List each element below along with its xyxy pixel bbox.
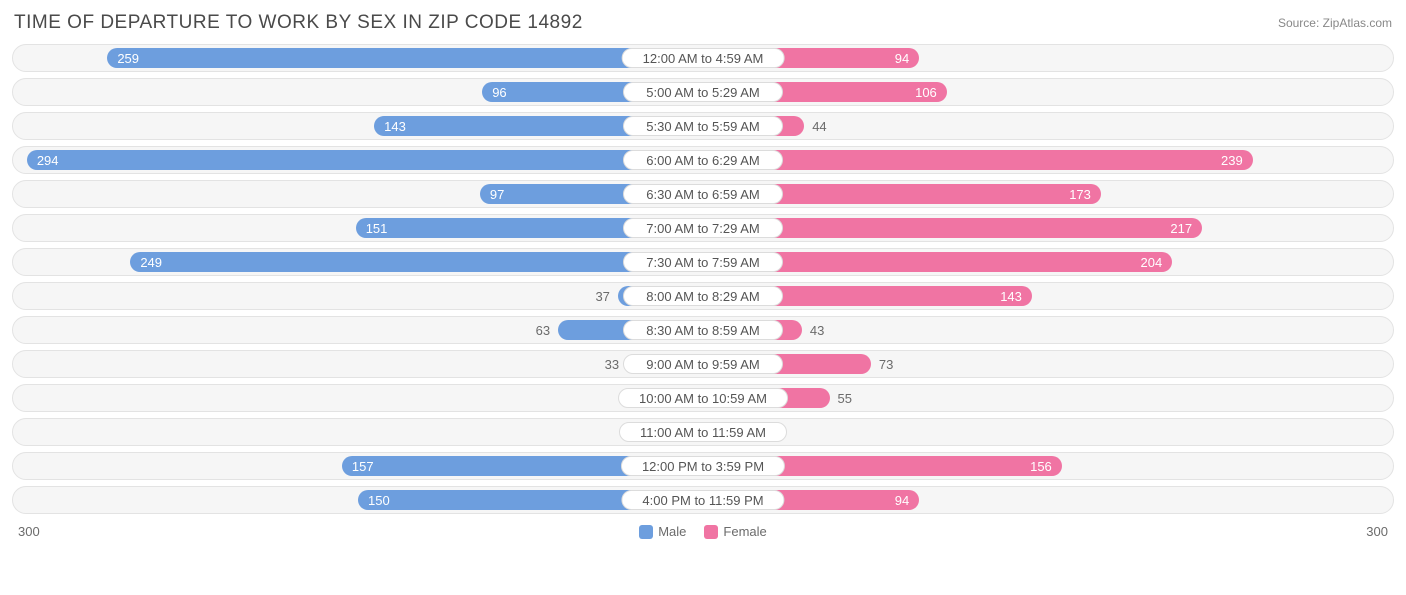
chart-header: TIME OF DEPARTURE TO WORK BY SEX IN ZIP …	[12, 8, 1394, 44]
chart-row: 96 106 5:00 AM to 5:29 AM	[12, 78, 1394, 106]
legend-male: Male	[639, 524, 686, 539]
category-label: 7:30 AM to 7:59 AM	[623, 252, 783, 272]
category-label: 6:30 AM to 6:59 AM	[623, 184, 783, 204]
female-value: 43	[802, 323, 824, 338]
legend: Male Female	[639, 524, 767, 539]
chart-row: 33739:00 AM to 9:59 AM	[12, 350, 1394, 378]
axis-left-max: 300	[18, 524, 40, 539]
male-value: 157	[352, 459, 374, 474]
female-value: 239	[1221, 153, 1243, 168]
category-label: 6:00 AM to 6:29 AM	[623, 150, 783, 170]
chart-row: 37 143 8:00 AM to 8:29 AM	[12, 282, 1394, 310]
female-value: 94	[895, 51, 909, 66]
axis-row: 300 Male Female 300	[12, 520, 1394, 539]
chart-row: 81311:00 AM to 11:59 AM	[12, 418, 1394, 446]
category-label: 12:00 AM to 4:59 AM	[622, 48, 785, 68]
category-label: 10:00 AM to 10:59 AM	[618, 388, 788, 408]
male-value: 63	[536, 323, 558, 338]
male-swatch-icon	[639, 525, 653, 539]
category-label: 12:00 PM to 3:59 PM	[621, 456, 785, 476]
male-value: 96	[492, 85, 506, 100]
male-value: 259	[117, 51, 139, 66]
female-swatch-icon	[704, 525, 718, 539]
chart-row: 97 173 6:30 AM to 6:59 AM	[12, 180, 1394, 208]
category-label: 7:00 AM to 7:29 AM	[623, 218, 783, 238]
axis-right-max: 300	[1366, 524, 1388, 539]
female-value: 106	[915, 85, 937, 100]
chart-row: 150 94 4:00 PM to 11:59 PM	[12, 486, 1394, 514]
female-value: 204	[1140, 255, 1162, 270]
legend-female-label: Female	[723, 524, 766, 539]
female-value: 94	[895, 493, 909, 508]
category-label: 4:00 PM to 11:59 PM	[621, 490, 784, 510]
male-value: 37	[595, 289, 617, 304]
chart-row: 63 43 8:30 AM to 8:59 AM	[12, 316, 1394, 344]
male-value: 151	[366, 221, 388, 236]
category-label: 8:30 AM to 8:59 AM	[623, 320, 783, 340]
male-value: 249	[140, 255, 162, 270]
chart-row: 294 239 6:00 AM to 6:29 AM	[12, 146, 1394, 174]
category-label: 8:00 AM to 8:29 AM	[623, 286, 783, 306]
female-value: 173	[1069, 187, 1091, 202]
female-value: 44	[804, 119, 826, 134]
female-value: 217	[1170, 221, 1192, 236]
male-bar: 294	[27, 150, 703, 170]
diverging-bar-chart: 259 94 12:00 AM to 4:59 AM 96 106 5:00 AM to …	[12, 44, 1394, 514]
female-value: 156	[1030, 459, 1052, 474]
chart-row: 249 204 7:30 AM to 7:59 AM	[12, 248, 1394, 276]
category-label: 5:00 AM to 5:29 AM	[623, 82, 783, 102]
female-bar: 239	[703, 150, 1253, 170]
male-bar: 259	[107, 48, 703, 68]
legend-male-label: Male	[658, 524, 686, 539]
category-label: 9:00 AM to 9:59 AM	[623, 354, 783, 374]
female-value: 73	[871, 357, 893, 372]
female-value: 55	[830, 391, 852, 406]
chart-row: 157 156 12:00 PM to 3:59 PM	[12, 452, 1394, 480]
chart-title: TIME OF DEPARTURE TO WORK BY SEX IN ZIP …	[14, 12, 583, 34]
male-value: 150	[368, 493, 390, 508]
male-bar: 249	[130, 252, 703, 272]
category-label: 5:30 AM to 5:59 AM	[623, 116, 783, 136]
chart-row: 143 44 5:30 AM to 5:59 AM	[12, 112, 1394, 140]
chart-row: 151 217 7:00 AM to 7:29 AM	[12, 214, 1394, 242]
category-label: 11:00 AM to 11:59 AM	[619, 422, 787, 442]
chart-row: 05510:00 AM to 10:59 AM	[12, 384, 1394, 412]
chart-row: 259 94 12:00 AM to 4:59 AM	[12, 44, 1394, 72]
male-value: 294	[37, 153, 59, 168]
female-value: 143	[1000, 289, 1022, 304]
male-value: 143	[384, 119, 406, 134]
male-value: 97	[490, 187, 504, 202]
legend-female: Female	[704, 524, 766, 539]
chart-source: Source: ZipAtlas.com	[1278, 16, 1392, 30]
